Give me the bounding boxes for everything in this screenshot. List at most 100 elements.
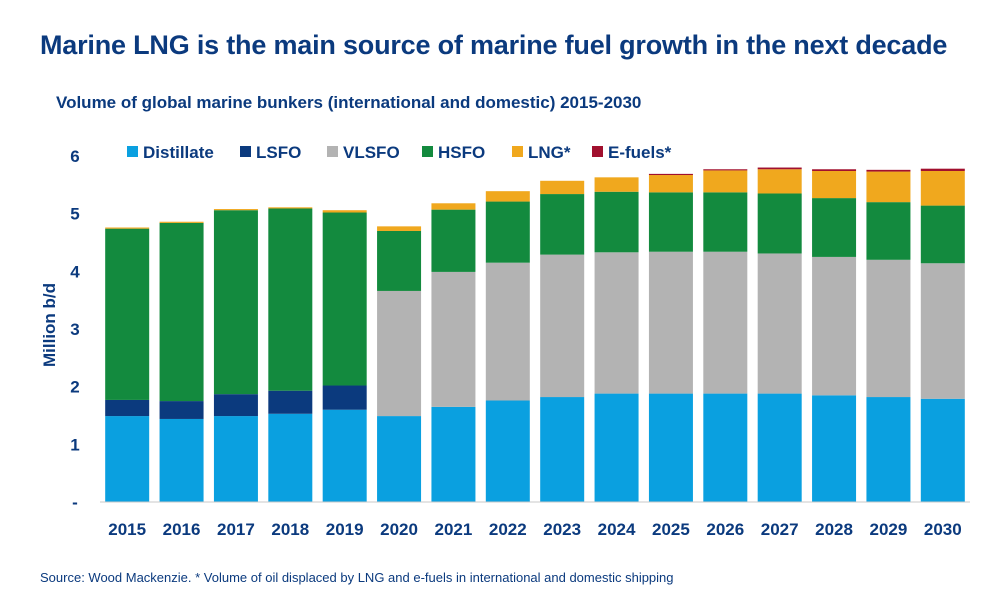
bar-stack: [920, 168, 965, 502]
bar-segment-hsfo: [485, 201, 530, 263]
x-tick-label: 2021: [435, 520, 473, 539]
bar-segment-e-fuels: [648, 173, 693, 176]
bar-segment-lng: [159, 221, 204, 223]
x-tick-label: 2025: [652, 520, 690, 539]
bar-segment-vlsfo: [757, 253, 802, 394]
x-tick-label: 2023: [543, 520, 581, 539]
bar-stack: [213, 209, 258, 502]
legend-label: LSFO: [256, 143, 301, 162]
bar-stack: [703, 169, 748, 502]
bar-stack: [322, 210, 367, 502]
bar-segment-lng: [322, 210, 367, 213]
x-tick-label: 2030: [924, 520, 962, 539]
bar-segment-hsfo: [322, 212, 367, 386]
y-tick-label: 1: [70, 435, 79, 454]
x-tick-label: 2020: [380, 520, 418, 539]
bar-segment-hsfo: [812, 198, 857, 257]
bar-segment-lsfo: [213, 394, 258, 417]
bar-segment-distillate: [213, 416, 258, 502]
legend-item: LSFO: [240, 143, 301, 162]
y-tick-label: 2: [70, 378, 79, 397]
bar-segment-distillate: [920, 398, 965, 502]
legend-label: HSFO: [438, 143, 485, 162]
bar-segment-hsfo: [105, 228, 150, 400]
legend-item: HSFO: [422, 143, 485, 162]
bar-segment-distillate: [431, 406, 476, 502]
bar-segment-hsfo: [703, 192, 748, 252]
y-tick-label: 6: [70, 147, 79, 166]
x-tick-label: 2016: [163, 520, 201, 539]
x-tick-label: 2017: [217, 520, 255, 539]
legend-item: LNG*: [512, 143, 571, 162]
legend-label: LNG*: [528, 143, 571, 162]
x-tick-label: 2028: [815, 520, 853, 539]
x-tick-label: 2019: [326, 520, 364, 539]
y-tick-label: -: [72, 493, 78, 512]
bar-segment-distillate: [268, 413, 313, 502]
legend-swatch: [327, 146, 338, 157]
chart-bars: [105, 167, 965, 502]
bar-segment-vlsfo: [920, 263, 965, 399]
legend-swatch: [422, 146, 433, 157]
x-tick-label: 2015: [108, 520, 146, 539]
y-tick-label: 5: [70, 205, 79, 224]
bar-segment-vlsfo: [594, 252, 639, 394]
bar-segment-e-fuels: [920, 168, 965, 171]
bar-segment-hsfo: [594, 191, 639, 253]
bar-segment-distillate: [485, 400, 530, 502]
y-axis: - 1 2 3 4 5 6: [70, 147, 80, 512]
bar-stack: [105, 227, 150, 502]
bar-segment-distillate: [377, 416, 422, 502]
bar-segment-lsfo: [268, 390, 313, 414]
x-tick-label: 2029: [870, 520, 908, 539]
x-axis: 2015 2016 2017 2018 2019 2020 2021 2022 2023 2024…: [100, 501, 970, 539]
bar-stack: [431, 203, 476, 502]
bar-segment-vlsfo: [866, 259, 911, 398]
legend-label: E-fuels*: [608, 143, 672, 162]
bar-segment-distillate: [322, 409, 367, 502]
chart-subtitle: Volume of global marine bunkers (interna…: [56, 93, 642, 112]
bar-segment-lng: [377, 226, 422, 231]
legend-swatch: [240, 146, 251, 157]
x-tick-label: 2026: [706, 520, 744, 539]
bar-segment-lng: [213, 209, 258, 211]
page-title: Marine LNG is the main source of marine …: [40, 30, 948, 60]
y-tick-label: 4: [70, 262, 80, 281]
bar-segment-hsfo: [159, 222, 204, 402]
bar-segment-lng: [485, 191, 530, 202]
bar-segment-vlsfo: [703, 251, 748, 394]
bar-segment-distillate: [540, 397, 585, 502]
bar-segment-hsfo: [866, 202, 911, 260]
bar-segment-lng: [431, 203, 476, 210]
legend-item: E-fuels*: [592, 143, 672, 162]
legend-swatch: [512, 146, 523, 157]
bar-stack: [757, 167, 802, 502]
bar-segment-lng: [757, 169, 802, 194]
bar-segment-lng: [812, 170, 857, 199]
source-note: Source: Wood Mackenzie. * Volume of oil …: [40, 570, 674, 585]
bar-stack: [540, 180, 585, 502]
x-tick-label: 2018: [271, 520, 309, 539]
chart-legend: Distillate LSFO VLSFO HSFO LNG* E-fuels*: [127, 143, 672, 162]
bar-segment-distillate: [159, 418, 204, 502]
y-axis-label: Million b/d: [40, 283, 59, 367]
bar-stack: [485, 191, 530, 502]
bar-stack: [866, 169, 911, 502]
y-tick-label: 3: [70, 320, 79, 339]
bar-segment-hsfo: [540, 194, 585, 255]
bar-segment-vlsfo: [485, 262, 530, 401]
x-tick-label: 2024: [598, 520, 636, 539]
bar-segment-lng: [540, 180, 585, 195]
bar-segment-e-fuels: [757, 167, 802, 170]
legend-item: VLSFO: [327, 143, 400, 162]
bar-stack: [159, 221, 204, 502]
bar-segment-lng: [105, 227, 150, 229]
bar-segment-distillate: [703, 393, 748, 502]
bar-segment-vlsfo: [431, 271, 476, 407]
bar-segment-e-fuels: [866, 169, 911, 172]
bar-stack: [268, 207, 313, 502]
bar-stack: [648, 173, 693, 502]
bar-segment-e-fuels: [703, 169, 748, 171]
bar-segment-lng: [648, 175, 693, 193]
